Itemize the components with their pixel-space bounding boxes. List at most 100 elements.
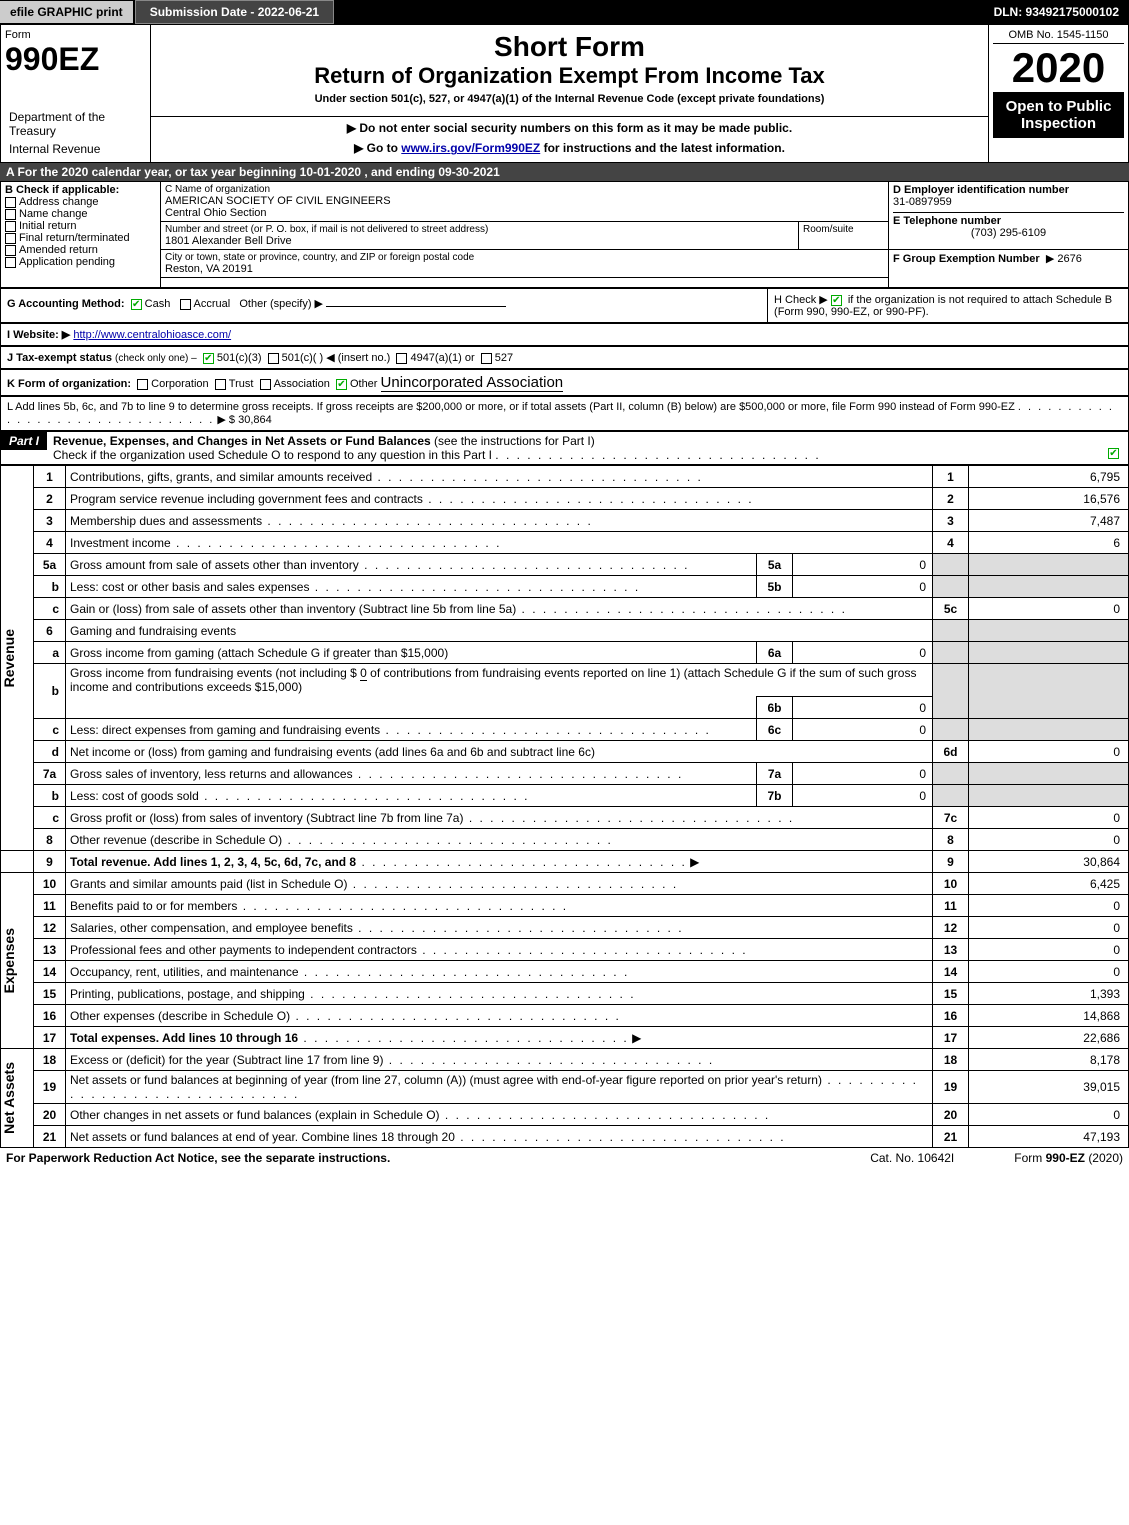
ln6c-desc: Less: direct expenses from gaming and fu… (70, 723, 380, 737)
ln6a-rval-shade (969, 642, 1129, 664)
ln7b-rval-shade (969, 785, 1129, 807)
part-1-checkline: Check if the organization used Schedule … (53, 448, 492, 462)
chk-address-change[interactable] (5, 197, 16, 208)
goto-suffix: for instructions and the latest informat… (544, 141, 785, 155)
ln5a-num: 5a (34, 554, 66, 576)
ln19-num: 19 (34, 1071, 66, 1104)
website-link[interactable]: http://www.centralohioasce.com/ (73, 329, 231, 341)
ln15-rnum: 15 (933, 983, 969, 1005)
chk-501c3[interactable] (203, 353, 214, 364)
ln6d-desc: Net income or (loss) from gaming and fun… (70, 745, 595, 759)
ln6c-midval: 0 (793, 719, 933, 741)
submission-date-button[interactable]: Submission Date - 2022-06-21 (135, 0, 334, 24)
opt-other-specify: Other (specify) ▶ (239, 298, 323, 310)
ln13-desc: Professional fees and other payments to … (70, 943, 417, 957)
ln6a-desc: Gross income from gaming (attach Schedul… (70, 646, 448, 660)
ln7a-midnum: 7a (757, 763, 793, 785)
ln8-value: 0 (969, 829, 1129, 851)
box-b-label: B Check if applicable: (5, 184, 156, 196)
ln20-value: 0 (969, 1104, 1129, 1126)
ln17-desc: Total expenses. Add lines 10 through 16 (70, 1031, 298, 1045)
chk-application-pending[interactable] (5, 257, 16, 268)
box-f-arrow: ▶ (1046, 253, 1054, 265)
ln11-value: 0 (969, 895, 1129, 917)
ln4-num: 4 (34, 532, 66, 554)
ln14-num: 14 (34, 961, 66, 983)
ln6a-num: a (34, 642, 66, 664)
other-specify-input[interactable] (326, 306, 506, 307)
opt-trust: Trust (229, 378, 254, 390)
ln9-num: 9 (34, 851, 66, 873)
top-bar: efile GRAPHIC print Submission Date - 20… (0, 0, 1129, 24)
chk-schedule-o-used[interactable] (1108, 448, 1119, 459)
ln4-desc: Investment income (70, 536, 171, 550)
ln7b-desc: Less: cost of goods sold (70, 789, 199, 803)
dept-irs: Internal Revenue (5, 140, 146, 158)
ln15-desc: Printing, publications, postage, and shi… (70, 987, 305, 1001)
ln9-value: 30,864 (969, 851, 1129, 873)
ln7b-rnum-shade (933, 785, 969, 807)
chk-association[interactable] (260, 379, 271, 390)
ln7a-rnum-shade (933, 763, 969, 785)
ln8-num: 8 (34, 829, 66, 851)
telephone-value: (703) 295-6109 (893, 227, 1124, 239)
ln13-value: 0 (969, 939, 1129, 961)
accounting-method-table: G Accounting Method: Cash Accrual Other … (0, 288, 1129, 323)
ein-value: 31-0897959 (893, 196, 1124, 208)
dln-label: DLN: 93492175000102 (994, 5, 1129, 19)
ln6c-rnum-shade (933, 719, 969, 741)
ln1-desc: Contributions, gifts, grants, and simila… (70, 470, 372, 484)
ln7a-rval-shade (969, 763, 1129, 785)
chk-cash[interactable] (131, 299, 142, 310)
ln5b-rnum-shade (933, 576, 969, 598)
ln18-value: 8,178 (969, 1049, 1129, 1071)
ln8-desc: Other revenue (describe in Schedule O) (70, 833, 282, 847)
chk-accrual[interactable] (180, 299, 191, 310)
chk-initial-return[interactable] (5, 221, 16, 232)
chk-schedule-b-not-required[interactable] (831, 295, 842, 306)
line-l-arrow: ▶ $ (217, 414, 235, 426)
chk-amended-return[interactable] (5, 245, 16, 256)
line-i-label: I Website: ▶ (7, 329, 70, 341)
opt-final-return: Final return/terminated (19, 232, 130, 244)
chk-final-return[interactable] (5, 233, 16, 244)
efile-print-button[interactable]: efile GRAPHIC print (0, 1, 135, 23)
chk-4947a1[interactable] (396, 353, 407, 364)
chk-corporation[interactable] (137, 379, 148, 390)
ln21-value: 47,193 (969, 1126, 1129, 1148)
chk-501c[interactable] (268, 353, 279, 364)
ln9-rnum: 9 (933, 851, 969, 873)
ln18-rnum: 18 (933, 1049, 969, 1071)
irs-instructions-link[interactable]: www.irs.gov/Form990EZ (401, 141, 540, 155)
part-1-hint: (see the instructions for Part I) (434, 434, 595, 448)
ln7a-desc: Gross sales of inventory, less returns a… (70, 767, 353, 781)
part-1-label: Part I (1, 432, 47, 450)
ln7a-midval: 0 (793, 763, 933, 785)
dept-treasury: Department of the Treasury (5, 108, 146, 140)
box-h-pre: H Check ▶ (774, 294, 828, 306)
chk-other-org[interactable] (336, 379, 347, 390)
chk-527[interactable] (481, 353, 492, 364)
box-c-city-label: City or town, state or province, country… (165, 252, 884, 263)
ln13-rnum: 13 (933, 939, 969, 961)
ln6b-rnum-shade (933, 664, 969, 719)
ln3-desc: Membership dues and assessments (70, 514, 262, 528)
line-j-hint: (check only one) – (115, 353, 197, 364)
ln10-value: 6,425 (969, 873, 1129, 895)
ln6b-desc-pre: Gross income from fundraising events (no… (70, 666, 360, 680)
chk-name-change[interactable] (5, 209, 16, 220)
box-c-street-label: Number and street (or P. O. box, if mail… (165, 224, 794, 235)
ln5c-value: 0 (969, 598, 1129, 620)
opt-corporation: Corporation (151, 378, 208, 390)
ln6c-midnum: 6c (757, 719, 793, 741)
ln5a-rval-shade (969, 554, 1129, 576)
ln5a-midval: 0 (793, 554, 933, 576)
ln16-desc: Other expenses (describe in Schedule O) (70, 1009, 290, 1023)
ln4-value: 6 (969, 532, 1129, 554)
ln11-num: 11 (34, 895, 66, 917)
ln21-rnum: 21 (933, 1126, 969, 1148)
chk-trust[interactable] (215, 379, 226, 390)
part-1-title: Revenue, Expenses, and Changes in Net As… (53, 434, 431, 448)
paperwork-notice: For Paperwork Reduction Act Notice, see … (6, 1151, 870, 1165)
org-name-1: AMERICAN SOCIETY OF CIVIL ENGINEERS (165, 195, 884, 207)
